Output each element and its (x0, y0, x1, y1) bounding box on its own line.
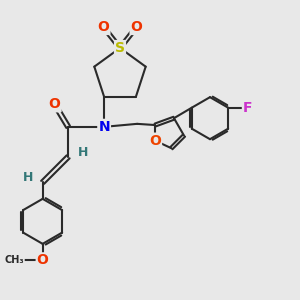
Text: O: O (37, 253, 49, 267)
Text: O: O (130, 20, 142, 34)
Text: O: O (49, 97, 61, 111)
Text: O: O (149, 134, 161, 148)
Text: N: N (98, 120, 110, 134)
Text: H: H (78, 146, 88, 159)
Text: O: O (98, 20, 110, 34)
Text: S: S (115, 41, 125, 55)
Text: CH₃: CH₃ (4, 255, 24, 265)
Text: F: F (243, 101, 252, 115)
Text: H: H (22, 171, 33, 184)
